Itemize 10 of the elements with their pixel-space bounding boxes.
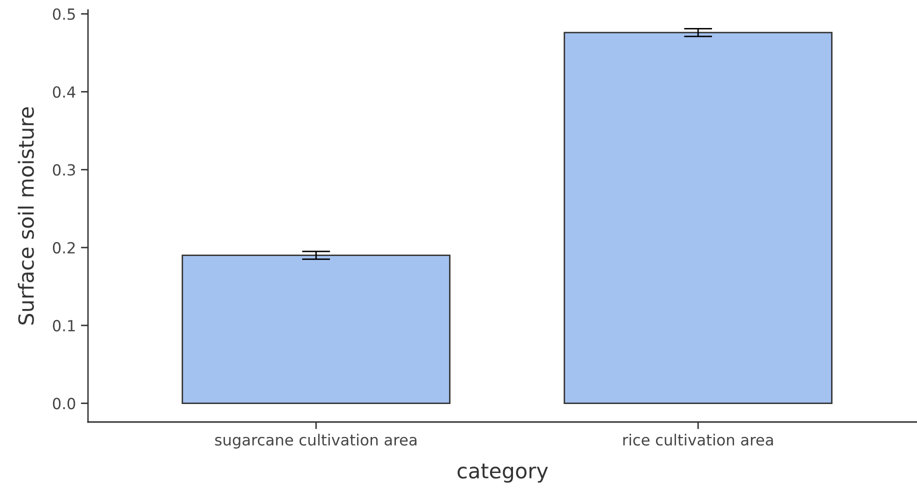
x-tick-label: rice cultivation area: [623, 434, 773, 446]
y-tick-label: 0.5: [52, 8, 75, 20]
y-tick-label: 0.2: [52, 242, 75, 254]
x-tick-label: sugarcane cultivation area: [215, 434, 416, 449]
y-tick-label: 0.3: [52, 164, 75, 176]
y-tick-label: 0.0: [52, 398, 76, 410]
y-axis-title: Surface soil moisture: [18, 107, 34, 325]
x-axis-title: category: [458, 464, 548, 483]
y-tick-label: 0.1: [52, 320, 75, 332]
y-tick-label: 0.4: [52, 86, 76, 98]
